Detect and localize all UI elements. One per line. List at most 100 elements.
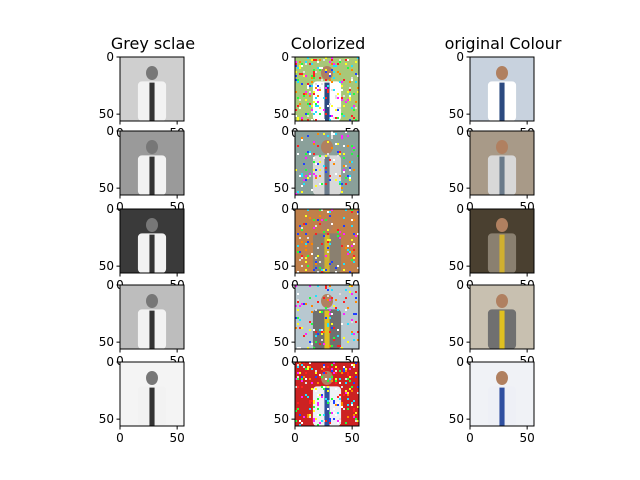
noise-pixel bbox=[317, 402, 319, 404]
noise-pixel bbox=[303, 179, 305, 181]
panel-image bbox=[120, 57, 184, 121]
noise-pixel bbox=[311, 323, 313, 325]
noise-pixel bbox=[331, 135, 333, 137]
noise-pixel bbox=[321, 386, 323, 388]
panel-image bbox=[295, 131, 359, 195]
noise-pixel bbox=[315, 418, 317, 420]
noise-pixel bbox=[319, 175, 321, 177]
noise-pixel bbox=[307, 241, 309, 243]
noise-pixel bbox=[313, 418, 315, 420]
noise-pixel bbox=[307, 103, 309, 105]
noise-pixel bbox=[295, 65, 297, 67]
noise-pixel bbox=[329, 243, 331, 245]
noise-pixel bbox=[327, 366, 329, 368]
axes-frame bbox=[119, 361, 185, 427]
noise-pixel bbox=[347, 392, 349, 394]
noise-pixel bbox=[327, 91, 329, 93]
noise-pixel bbox=[325, 255, 327, 257]
noise-pixel bbox=[345, 131, 347, 133]
noise-pixel bbox=[315, 233, 317, 235]
noise-pixel bbox=[339, 394, 341, 396]
noise-pixel bbox=[341, 245, 343, 247]
noise-pixel bbox=[297, 153, 299, 155]
noise-pixel bbox=[313, 406, 315, 408]
noise-pixel bbox=[303, 71, 305, 73]
noise-pixel bbox=[299, 420, 301, 422]
noise-pixel bbox=[301, 173, 303, 175]
noise-pixel bbox=[323, 343, 325, 345]
noise-pixel bbox=[357, 267, 359, 269]
axes-frame bbox=[469, 56, 535, 122]
noise-pixel bbox=[299, 175, 301, 177]
noise-pixel bbox=[297, 105, 299, 107]
noise-pixel bbox=[311, 109, 313, 111]
figure-head bbox=[496, 371, 508, 385]
y-tick-label: 50 bbox=[449, 107, 464, 121]
noise-pixel bbox=[309, 105, 311, 107]
noise-pixel bbox=[351, 390, 353, 392]
noise-pixel bbox=[311, 253, 313, 255]
noise-pixel bbox=[321, 79, 323, 81]
noise-pixel bbox=[335, 372, 337, 374]
y-tick-label: 0 bbox=[456, 202, 464, 216]
noise-pixel bbox=[305, 93, 307, 95]
noise-pixel bbox=[317, 271, 319, 273]
noise-pixel bbox=[337, 107, 339, 109]
noise-pixel bbox=[357, 233, 359, 235]
noise-pixel bbox=[315, 267, 317, 269]
noise-pixel bbox=[317, 133, 319, 135]
noise-pixel bbox=[303, 95, 305, 97]
noise-pixel bbox=[355, 297, 357, 299]
noise-pixel bbox=[307, 255, 309, 257]
noise-pixel bbox=[295, 91, 297, 93]
noise-pixel bbox=[331, 364, 333, 366]
x-tick-label: 50 bbox=[345, 431, 360, 445]
noise-pixel bbox=[319, 113, 321, 115]
noise-pixel bbox=[315, 119, 317, 121]
noise-pixel bbox=[295, 408, 297, 410]
noise-pixel bbox=[335, 95, 337, 97]
noise-pixel bbox=[299, 319, 301, 321]
noise-pixel bbox=[321, 376, 323, 378]
noise-pixel bbox=[321, 331, 323, 333]
noise-pixel bbox=[323, 414, 325, 416]
noise-pixel bbox=[313, 59, 315, 61]
noise-pixel bbox=[345, 378, 347, 380]
noise-pixel bbox=[335, 366, 337, 368]
figure-head bbox=[496, 66, 508, 80]
noise-pixel bbox=[317, 394, 319, 396]
noise-pixel bbox=[353, 255, 355, 257]
noise-pixel bbox=[329, 422, 331, 424]
noise-pixel bbox=[297, 251, 299, 253]
noise-pixel bbox=[295, 327, 297, 329]
noise-pixel bbox=[353, 109, 355, 111]
noise-pixel bbox=[329, 400, 331, 402]
noise-pixel bbox=[309, 408, 311, 410]
noise-pixel bbox=[309, 153, 311, 155]
noise-pixel bbox=[315, 390, 317, 392]
noise-pixel bbox=[333, 339, 335, 341]
noise-pixel bbox=[355, 73, 357, 75]
noise-pixel bbox=[329, 331, 331, 333]
noise-pixel bbox=[315, 111, 317, 113]
y-tick-label: 50 bbox=[449, 259, 464, 273]
noise-pixel bbox=[319, 155, 321, 157]
y-tick-label: 0 bbox=[456, 278, 464, 292]
noise-pixel bbox=[315, 370, 317, 372]
noise-pixel bbox=[349, 169, 351, 171]
noise-pixel bbox=[323, 165, 325, 167]
noise-pixel bbox=[301, 175, 303, 177]
noise-pixel bbox=[301, 117, 303, 119]
noise-pixel bbox=[355, 107, 357, 109]
noise-pixel bbox=[317, 163, 319, 165]
noise-pixel bbox=[345, 309, 347, 311]
noise-pixel bbox=[301, 137, 303, 139]
noise-pixel bbox=[309, 378, 311, 380]
noise-pixel bbox=[321, 311, 323, 313]
noise-pixel bbox=[337, 265, 339, 267]
noise-pixel bbox=[353, 257, 355, 259]
noise-pixel bbox=[333, 400, 335, 402]
figure-head bbox=[146, 66, 158, 80]
